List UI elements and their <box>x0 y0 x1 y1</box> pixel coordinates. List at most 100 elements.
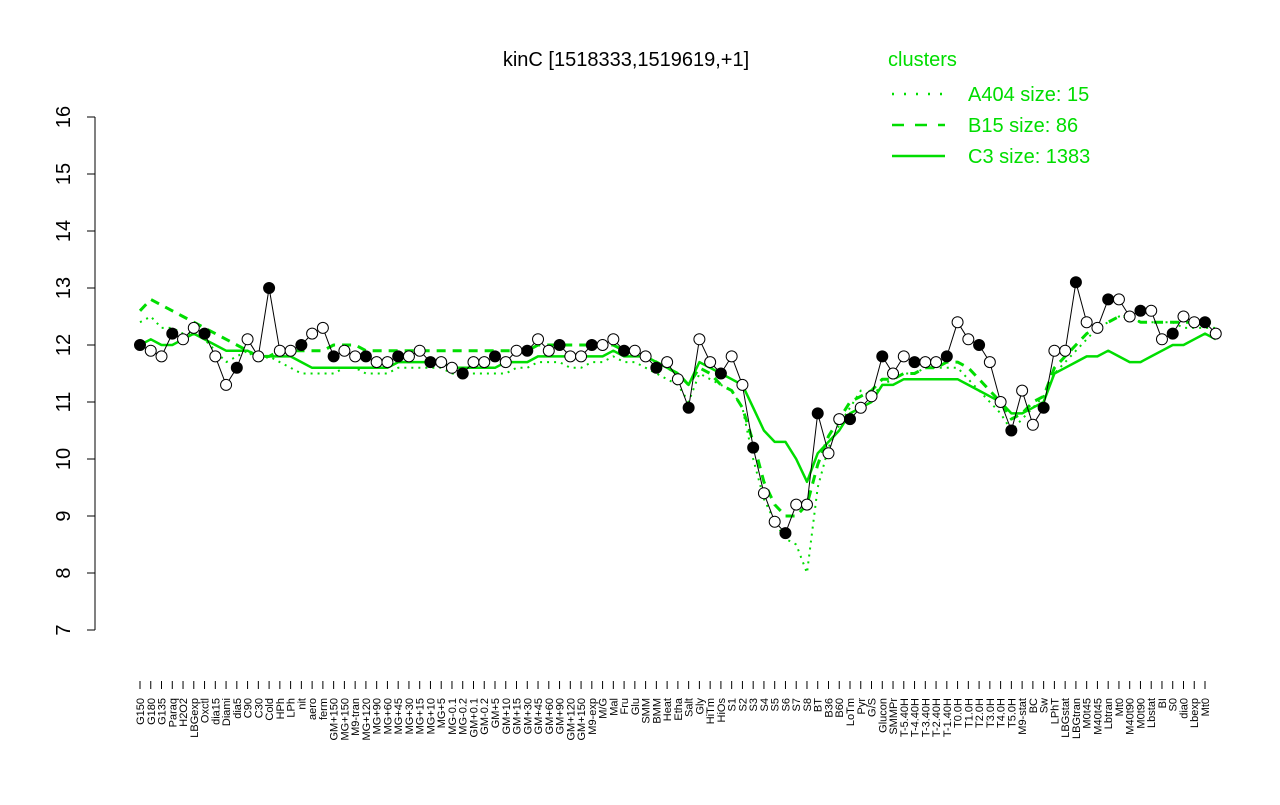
data-point <box>628 344 641 357</box>
x-tick-label: BMM <box>651 698 663 724</box>
x-tick-label: T5.0H <box>1006 698 1018 728</box>
data-point <box>575 350 588 363</box>
x-tick-label: T4.0H <box>996 698 1008 728</box>
y-tick-label: 7 <box>53 624 75 635</box>
x-tick-label: MG+15 <box>415 698 427 734</box>
x-tick-label: T0.0H <box>953 698 965 728</box>
x-tick-label: GM-0.2 <box>479 698 491 735</box>
x-tick-label: T-5.40H <box>899 698 911 737</box>
y-tick-label: 13 <box>53 277 75 299</box>
y-tick-label: 11 <box>53 392 75 413</box>
data-point <box>940 350 953 363</box>
x-tick-label: LPhT <box>1049 698 1061 725</box>
y-tick-label: 12 <box>53 334 75 356</box>
data-point <box>198 327 211 340</box>
data-point <box>489 350 501 363</box>
x-tick-label: M9-exp <box>587 698 599 735</box>
x-tick-label: S6 <box>780 698 792 711</box>
data-point <box>1112 293 1125 306</box>
x-tick-label: Diami <box>221 698 233 726</box>
data-point <box>1026 418 1039 431</box>
x-tick-label: GM+45 <box>533 698 545 734</box>
data-point <box>1048 344 1061 357</box>
data-point <box>1080 316 1093 329</box>
data-point <box>478 356 491 369</box>
data-point <box>671 373 684 386</box>
data-point <box>1069 276 1082 289</box>
x-tick-label: Paraq <box>167 698 179 727</box>
data-point <box>650 361 663 374</box>
x-tick-label: B36 <box>823 698 835 718</box>
x-tick-label: GM+0.1 <box>468 698 480 737</box>
x-tick-label: GM+15 <box>512 698 524 734</box>
data-point <box>887 367 900 380</box>
x-tick-label: Etha <box>673 697 685 721</box>
x-tick-label: BI <box>1157 698 1169 708</box>
x-tick-label: GM+10 <box>501 698 513 734</box>
x-tick-label: Lbexp <box>1189 698 1201 728</box>
x-tick-label: T3.0H <box>985 698 997 728</box>
data-point <box>510 344 523 357</box>
x-tick-label: S2 <box>737 698 749 711</box>
x-tick-label: SMM <box>641 698 653 724</box>
x-tick-label: LoTm <box>845 698 857 726</box>
data-point <box>822 447 835 460</box>
data-point <box>661 356 674 369</box>
x-tick-label: Lbtran <box>1103 698 1115 729</box>
data-point <box>564 350 577 363</box>
x-tick-label: GM+30 <box>522 698 534 734</box>
y-tick-label: 15 <box>53 163 75 185</box>
data-point <box>359 350 372 363</box>
x-tick-label: G180 <box>146 698 158 725</box>
x-tick-label: M40t90 <box>1125 698 1137 735</box>
data-point <box>736 378 749 391</box>
y-tick-label: 14 <box>53 220 75 242</box>
x-tick-label: GM+5 <box>490 698 502 728</box>
data-point <box>241 333 254 346</box>
data-point <box>865 390 878 403</box>
x-tick-label: T-2.40H <box>931 698 943 737</box>
data-point <box>306 327 319 340</box>
data-point <box>876 350 889 363</box>
x-tick-label: Oxctl <box>200 698 212 723</box>
data-point <box>908 356 921 369</box>
x-tick-label: dia15 <box>210 698 222 725</box>
data-point <box>951 316 964 329</box>
data-point <box>230 361 243 374</box>
data-point <box>1037 401 1050 414</box>
x-tick-label: MG+30 <box>404 698 416 734</box>
data-point <box>725 350 738 363</box>
x-tick-label: MG+60 <box>382 698 394 734</box>
x-tick-label: HiOs <box>716 698 728 723</box>
x-tick-label: M0t90 <box>1135 698 1147 729</box>
y-axis: 7 8 9 10 11 12 13 14 15 16 <box>53 106 96 636</box>
x-tick-label: G150 <box>135 698 147 725</box>
data-point <box>402 350 415 363</box>
x-tick-label: LBGexp <box>189 698 201 738</box>
series-line-kinc <box>139 281 1217 534</box>
x-tick-label: Lbstat <box>1146 698 1158 728</box>
data-point <box>983 356 996 369</box>
x-tick-label: M9-tran <box>350 698 362 736</box>
x-tick-label: GM+150 <box>329 698 341 741</box>
x-tick-label: dia0 <box>1178 698 1190 719</box>
data-point <box>618 344 631 357</box>
x-tick-label: S1 <box>727 698 739 711</box>
data-point <box>768 515 781 528</box>
data-point <box>844 413 856 426</box>
y-tick-label: 9 <box>53 510 75 521</box>
x-tick-label: MG+45 <box>393 698 405 734</box>
x-tick-label: GM+90 <box>555 698 567 734</box>
x-tick-label: ferm <box>318 698 330 720</box>
data-point <box>833 413 846 426</box>
data-point <box>499 356 512 369</box>
x-tick-label: Glucon <box>877 698 889 733</box>
x-tick-label: Heat <box>662 698 674 721</box>
data-point <box>639 350 652 363</box>
x-tick-label: T-4.40H <box>910 698 922 737</box>
data-point <box>919 356 932 369</box>
data-point <box>273 344 286 357</box>
x-tick-label: MG+10 <box>425 698 437 734</box>
